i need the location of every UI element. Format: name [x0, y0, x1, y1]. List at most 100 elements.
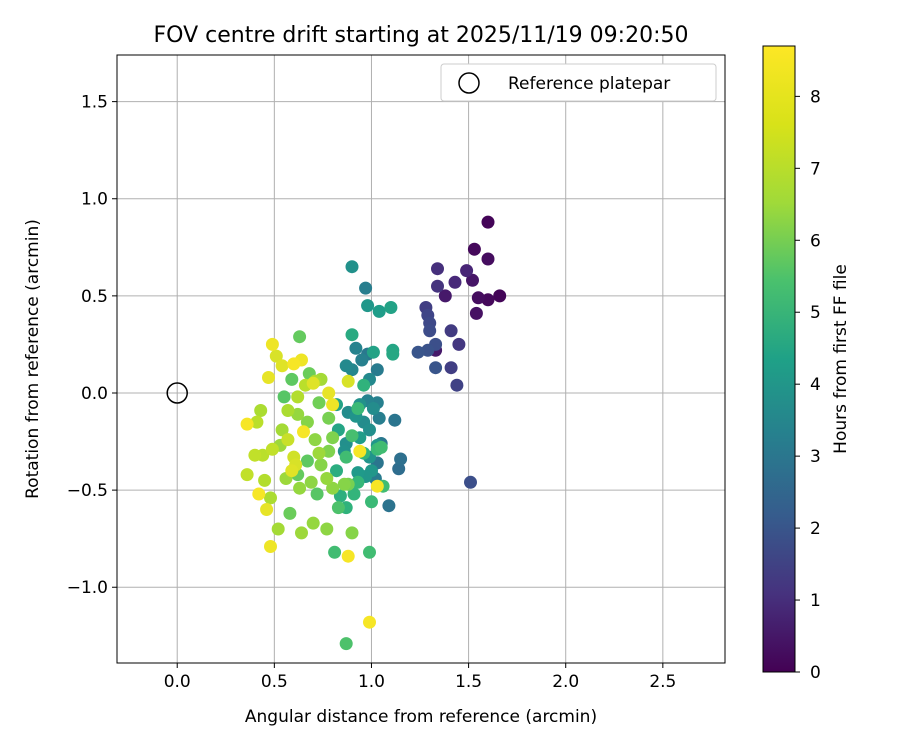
scatter-point [240, 468, 254, 482]
scatter-point [351, 466, 365, 480]
scatter-point [481, 293, 495, 307]
scatter-point [291, 390, 305, 404]
scatter-point [254, 404, 268, 417]
scatter-point [326, 431, 340, 445]
scatter-point [388, 413, 402, 427]
legend-box [440, 63, 717, 102]
scatter-point [341, 374, 355, 388]
scatter-point [295, 526, 308, 540]
scatter-point [275, 423, 289, 437]
chart-title: FOV centre drift starting at 2025/11/19 … [154, 23, 689, 48]
scatter-point [248, 448, 262, 462]
colorbar-tick-label: 8 [810, 87, 821, 107]
reference-layer [166, 382, 188, 404]
y-tick-label: −1.0 [67, 578, 108, 598]
x-tick-label: 0.5 [261, 672, 288, 692]
x-tick-label: 2.5 [649, 672, 676, 692]
scatter-point [444, 361, 458, 375]
scatter-point [322, 444, 336, 458]
scatter-point [423, 324, 437, 338]
scatter-point [283, 506, 297, 520]
scatter-point [308, 433, 322, 447]
legend-reference-marker [458, 72, 480, 94]
y-axis-ticks: −1.0 −0.5 0.0 0.5 1.0 1.5 [67, 93, 117, 598]
scatter-point [448, 275, 462, 289]
grid-layer [117, 55, 725, 663]
x-tick-label: 1.0 [358, 672, 385, 692]
y-axis-label: Rotation from reference (arcmin) [23, 219, 43, 499]
scatter-point [452, 337, 466, 351]
scatter-point [330, 464, 343, 478]
scatter-point [351, 475, 365, 489]
scatter-point [382, 499, 396, 513]
scatter-point [469, 306, 483, 320]
scatter-point [306, 376, 320, 390]
reference-platepar-marker [166, 382, 188, 404]
scatter-point [339, 450, 353, 464]
scatter-point [264, 491, 277, 505]
scatter-point [345, 429, 359, 443]
scatter-point [460, 264, 474, 278]
colorbar-tick-label: 2 [810, 519, 821, 539]
scatter-point [314, 458, 328, 472]
scatter-point [467, 242, 481, 256]
scatter-point [328, 545, 342, 559]
scatter-point [481, 215, 495, 229]
scatter-point [384, 301, 398, 314]
scatter-point [471, 291, 485, 305]
scatter-point [444, 324, 458, 338]
x-axis-label: Angular distance from reference (arcmin) [245, 707, 597, 727]
scatter-point [281, 404, 295, 417]
scatter-point [345, 260, 359, 274]
x-tick-label: 2.0 [552, 672, 579, 692]
scatter-point [287, 357, 301, 371]
points-layer [240, 215, 507, 651]
scatter-point [372, 411, 386, 425]
y-tick-label: 1.0 [81, 190, 108, 210]
y-tick-label: 0.0 [81, 384, 108, 404]
scatter-point [297, 425, 310, 439]
scatter-point [392, 462, 406, 476]
scatter-point [320, 522, 334, 536]
scatter-point [370, 479, 384, 493]
scatter-point [285, 464, 299, 478]
plot-frame [116, 54, 726, 664]
scatter-point [304, 475, 318, 489]
scatter-point [466, 273, 479, 287]
legend: Reference platepar [440, 63, 717, 102]
scatter-point [394, 452, 408, 466]
scatter-point [366, 345, 380, 359]
scatter-point [339, 359, 353, 373]
scatter-point [252, 487, 266, 501]
scatter-point [481, 252, 495, 266]
y-tick-label: −0.5 [67, 481, 108, 501]
scatter-point [322, 411, 336, 425]
scatter-point [250, 415, 264, 429]
colorbar-tick-label: 3 [810, 447, 821, 467]
colorbar-gradient [762, 45, 796, 673]
scatter-point [349, 341, 363, 355]
scatter-point [262, 371, 275, 384]
colorbar: 0 1 2 3 4 5 6 7 8 Hours from first FF file [762, 45, 851, 683]
scatter-point [300, 454, 314, 468]
scatter-point [326, 398, 340, 412]
scatter-point [293, 481, 307, 495]
scatter-point [359, 281, 373, 295]
scatter-point [355, 353, 369, 367]
y-tick-label: 0.5 [81, 287, 108, 307]
scatter-point [438, 289, 452, 303]
scatter-point [339, 637, 353, 651]
scatter-point [265, 442, 279, 456]
colorbar-tick-label: 4 [810, 375, 821, 395]
colorbar-ticks: 0 1 2 3 4 5 6 7 8 [795, 87, 821, 683]
scatter-point [264, 540, 277, 553]
scatter-point [372, 304, 386, 318]
x-tick-label: 0.0 [164, 672, 191, 692]
scatter-point [421, 343, 435, 357]
scatter-point [345, 526, 359, 540]
scatter-point [337, 477, 351, 491]
scatter-point [326, 481, 340, 495]
scatter-point [429, 361, 443, 375]
scatter-point [312, 446, 326, 460]
